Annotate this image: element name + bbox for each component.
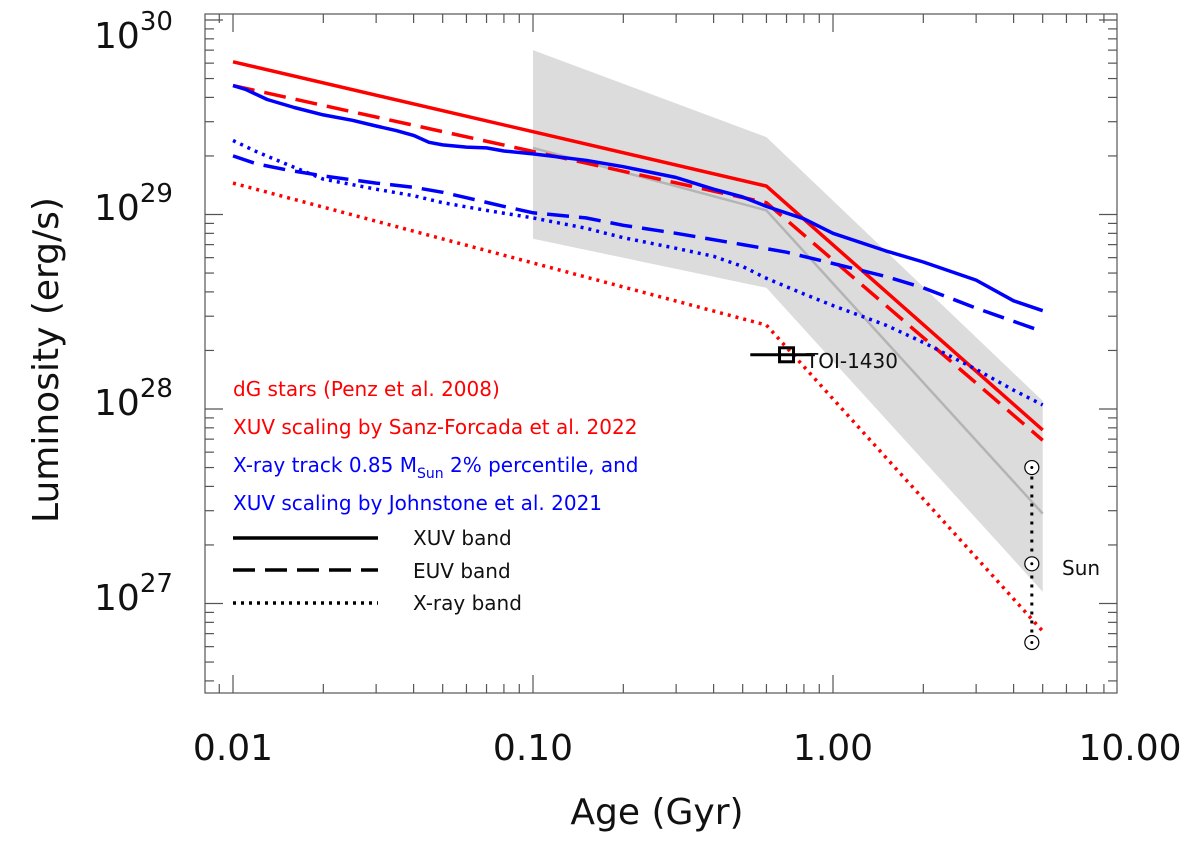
sun-symbol-dot-1 [1030, 562, 1034, 566]
x-tick-label: 1.00 [793, 728, 873, 769]
y-axis-title: Luminosity (erg/s) [26, 197, 67, 523]
toi-1430-label: TOI-1430 [805, 349, 898, 373]
x-tick-labels: 0.01 0.10 1.00 10.00 [193, 728, 1182, 769]
series-line-solid-red-1 [232, 60, 1044, 432]
series-line-dashed-blue-5 [232, 154, 1044, 334]
uncertainty-band [533, 50, 1043, 592]
axes-frame [204, 13, 1118, 694]
sun-symbol-dot-2 [1030, 641, 1034, 645]
sun-label: Sun [1062, 556, 1100, 580]
sun-markers [1024, 459, 1040, 651]
axis-ticks [205, 14, 1117, 693]
series-line-dotted-red-3 [232, 181, 1044, 633]
series-line-solid-blue-4 [232, 83, 1044, 313]
shaded-band [533, 50, 1043, 592]
x-tick-label: 0.01 [193, 728, 273, 769]
toi-square [778, 346, 796, 364]
x-tick-label: 10.00 [1078, 728, 1181, 769]
series-line-dashed-red-2 [232, 83, 1044, 442]
sun-symbol-dot-0 [1030, 466, 1034, 470]
series-lines [232, 60, 1044, 633]
legend-label-xray: X-ray band [413, 591, 522, 615]
toi-1430-marker [750, 346, 815, 364]
x-tick-label: 0.10 [493, 728, 573, 769]
legend-line-sanz-forcada: XUV scaling by Sanz-Forcada et al. 2022 [233, 415, 637, 439]
x-axis-title: Age (Gyr) [570, 792, 743, 833]
legend-line-penz: dG stars (Penz et al. 2008) [233, 377, 500, 401]
y-tick-label: 1030 [94, 7, 173, 57]
legend-line-xray-track: X-ray track 0.85 MSun 2% percentile, and [233, 453, 638, 482]
legend-line-johnstone: XUV scaling by Johnstone et al. 2021 [233, 491, 602, 515]
y-tick-label: 1028 [94, 374, 173, 424]
plot-frame [204, 13, 1118, 694]
legend-label-xuv: XUV band [413, 526, 512, 550]
legend: dG stars (Penz et al. 2008) XUV scaling … [233, 377, 638, 615]
y-tick-label: 1027 [94, 569, 173, 619]
y-tick-label: 1029 [94, 179, 173, 229]
y-tick-labels: 1030 1029 1028 1027 [94, 7, 173, 619]
legend-label-euv: EUV band [413, 559, 511, 583]
